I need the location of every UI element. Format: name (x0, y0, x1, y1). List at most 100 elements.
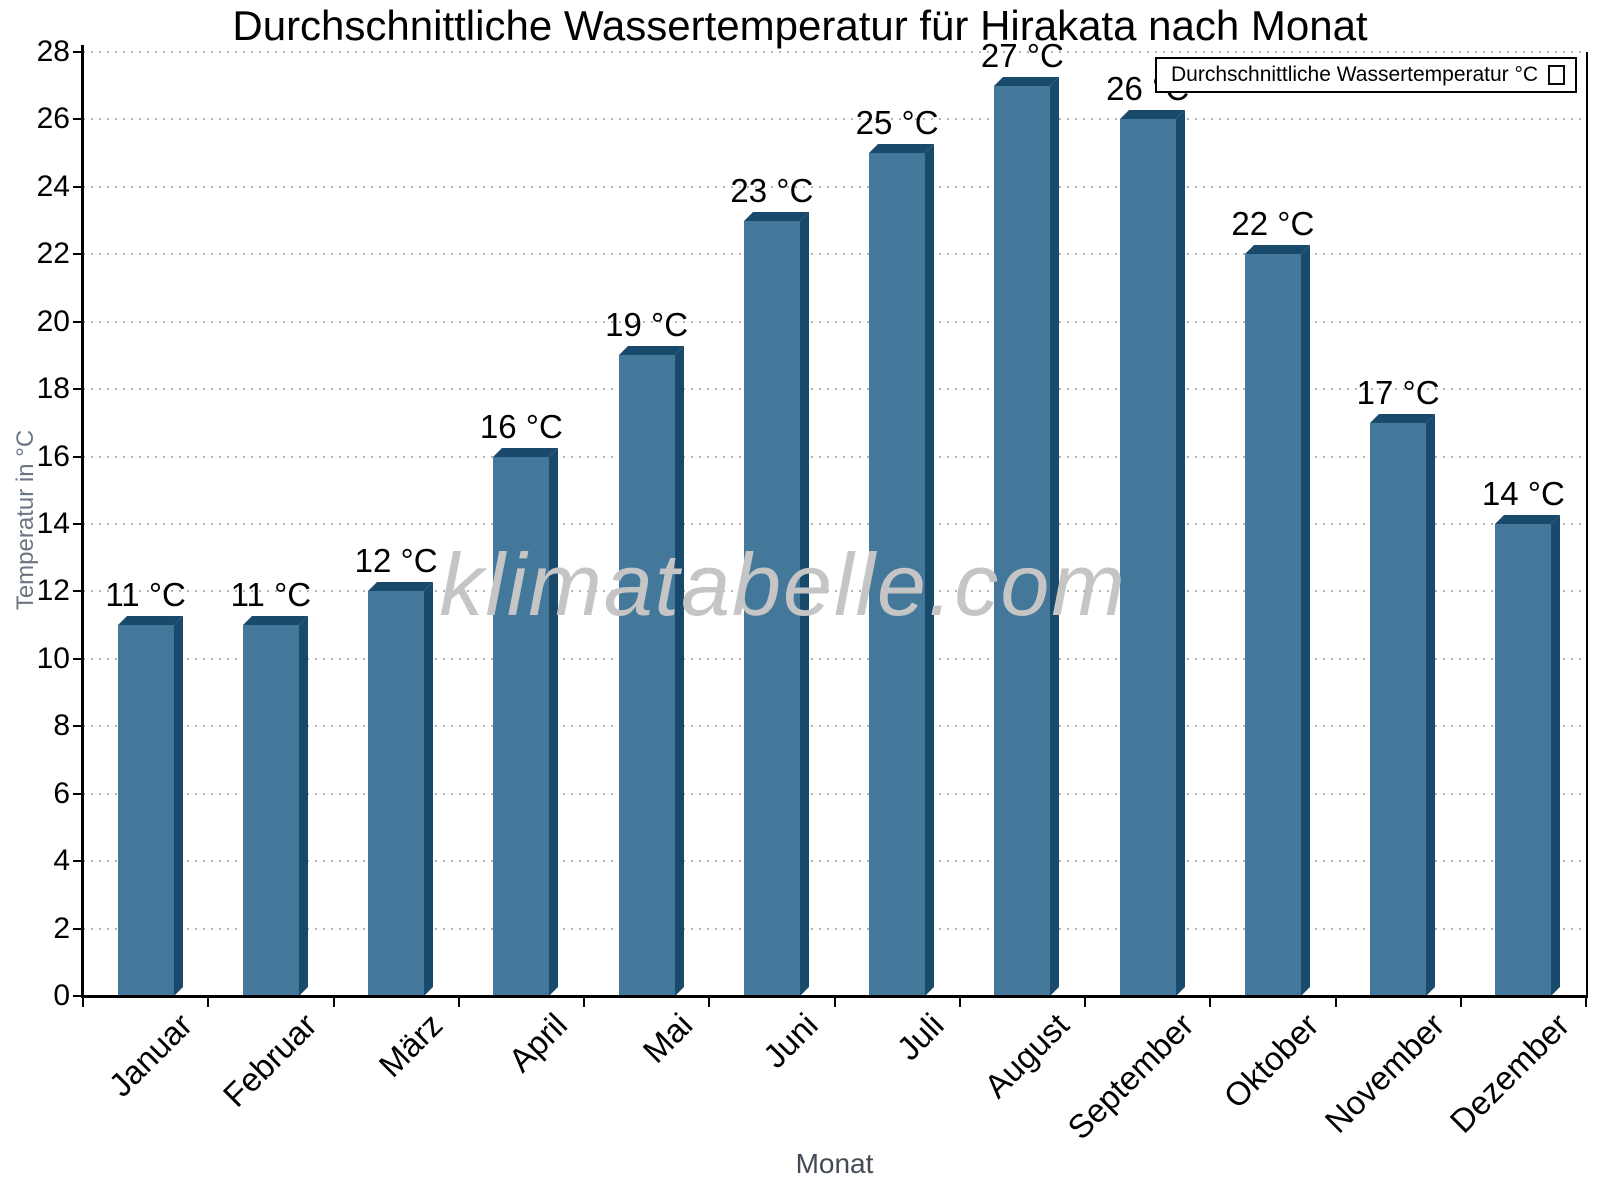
x-category-label: November (1317, 1006, 1452, 1140)
x-category-label: Januar (101, 1006, 199, 1104)
x-axis-tick (82, 998, 84, 1007)
x-category-label: Mai (636, 1006, 700, 1070)
y-axis-tick (73, 860, 83, 863)
bar-märz (368, 582, 434, 996)
bar-november (1370, 414, 1436, 996)
bar-value-label: 16 °C (479, 408, 563, 445)
legend-label: Durchschnittliche Wassertemperatur °C (1171, 63, 1539, 86)
gridline (83, 725, 1586, 728)
gridline (83, 253, 1586, 256)
x-category-label: Dezember (1442, 1006, 1577, 1140)
x-category-label: Juni (756, 1006, 826, 1075)
bar-value-label: 25 °C (855, 104, 939, 141)
gridline (83, 927, 1586, 930)
x-axis-tick (958, 998, 961, 1007)
x-axis-tick (708, 998, 711, 1007)
x-axis-tick (833, 998, 836, 1007)
y-tick-label: 4 (53, 844, 70, 878)
bar-value-label: 11 °C (105, 576, 186, 613)
x-category-label: August (976, 1006, 1076, 1105)
bar-dezember (1495, 515, 1561, 996)
bar-august (994, 77, 1060, 996)
y-axis-tick (73, 118, 83, 121)
gridline (83, 657, 1586, 660)
y-axis-tick (73, 792, 83, 795)
y-tick-label: 26 (36, 102, 70, 136)
y-tick-label: 24 (36, 169, 70, 203)
bar-mai (618, 346, 684, 996)
y-axis-tick (73, 185, 83, 188)
x-axis-tick (1209, 998, 1212, 1007)
y-axis-tick (73, 927, 83, 930)
gridline (83, 590, 1586, 593)
y-axis-tick (73, 51, 83, 53)
y-axis-tick (73, 455, 83, 458)
bar-februar (242, 616, 308, 996)
y-tick-label: 0 (53, 979, 70, 1012)
y-tick-label: 18 (36, 372, 70, 406)
bar-value-label: 19 °C (605, 306, 689, 343)
x-axis-line (81, 995, 1588, 998)
plot-right-border (1586, 52, 1588, 996)
y-tick-label: 14 (36, 507, 70, 540)
y-axis-tick (73, 523, 83, 525)
gridline (83, 388, 1586, 391)
x-axis-tick (1459, 998, 1462, 1007)
bar-juli (869, 144, 935, 996)
y-tick-label: 20 (36, 304, 70, 338)
y-tick-label: 6 (53, 776, 70, 810)
y-tick-label: 10 (36, 641, 70, 675)
x-axis-title: Monat (795, 1148, 874, 1179)
y-tick-label: 8 (53, 709, 70, 743)
chart-title: Durchschnittliche Wassertemperatur für H… (232, 2, 1368, 49)
y-tick-label: 28 (36, 35, 70, 68)
gridline (83, 51, 1586, 53)
gridline (83, 523, 1586, 525)
y-tick-label: 16 (36, 439, 70, 473)
gridline (83, 860, 1586, 863)
x-category-label: Oktober (1216, 1006, 1327, 1116)
legend-swatch-icon (1548, 65, 1565, 85)
x-category-label: April (501, 1006, 575, 1079)
bar-januar (117, 616, 183, 996)
y-axis-tick (73, 388, 83, 391)
bar-value-label: 14 °C (1481, 475, 1565, 512)
bar-september (1119, 110, 1185, 996)
bar-value-label: 17 °C (1356, 374, 1440, 411)
bar-value-label: 27 °C (980, 37, 1064, 74)
y-tick-label: 2 (53, 911, 70, 945)
y-axis-tick (73, 657, 83, 660)
bar-april (493, 448, 559, 996)
legend: Durchschnittliche Wassertemperatur °C (1155, 57, 1577, 93)
watermark: klimatabelle.com (439, 535, 1127, 634)
bar-value-label: 23 °C (730, 172, 814, 209)
x-category-label: Februar (216, 1006, 325, 1114)
x-category-label: Juli (889, 1006, 951, 1068)
gridline (83, 455, 1586, 458)
bar-juni (743, 212, 809, 996)
x-axis-tick (207, 998, 210, 1007)
gridline (83, 118, 1586, 121)
bar-value-label: 11 °C (230, 576, 312, 613)
y-axis-tick (73, 725, 83, 728)
y-tick-label: 12 (36, 574, 70, 608)
x-category-label: März (371, 1006, 450, 1085)
y-tick-label: 22 (36, 237, 70, 271)
gridline (83, 792, 1586, 795)
y-axis-tick (73, 590, 83, 593)
bar-value-label: 22 °C (1231, 205, 1315, 242)
bar-oktober (1244, 245, 1310, 996)
x-axis-tick (332, 998, 335, 1007)
x-axis-tick (1084, 998, 1086, 1007)
x-axis-tick (583, 998, 585, 1007)
y-axis-line (81, 45, 84, 998)
bar-value-label: 12 °C (354, 542, 438, 579)
y-axis-tick (73, 995, 83, 997)
gridline (83, 185, 1586, 188)
x-axis-tick (457, 998, 460, 1007)
y-axis-tick (73, 253, 83, 256)
x-axis-tick (1585, 998, 1587, 1007)
gridline (83, 320, 1586, 323)
x-category-label: September (1060, 1006, 1201, 1147)
